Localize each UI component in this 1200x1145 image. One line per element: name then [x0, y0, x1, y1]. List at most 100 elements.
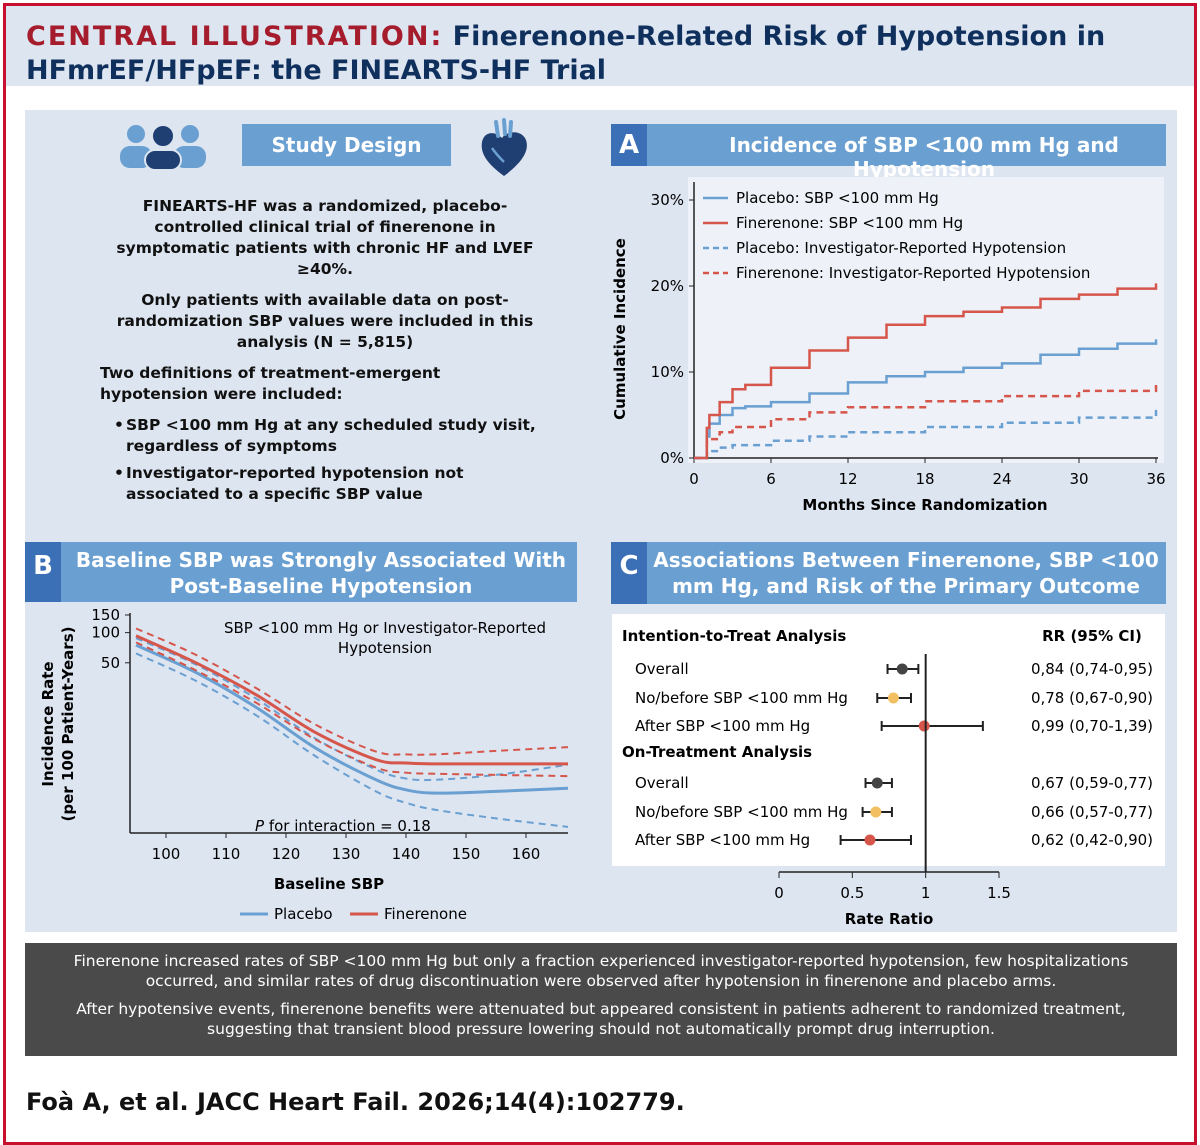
panel-b-x-tick-label: 150: [452, 845, 481, 863]
panel-a-x-tick-label: 24: [992, 470, 1011, 488]
panel-a-x-tick-label: 36: [1146, 470, 1165, 488]
page-title: CENTRAL ILLUSTRATION: Finerenone-Related…: [26, 20, 1176, 88]
panel-c-chart: RR (95% CI) Intention-to-Treat Analysis Ov…: [622, 627, 1153, 928]
panel-b-x-tick-label: 130: [332, 845, 361, 863]
panel-a-legend-label-1: Placebo: SBP <100 mm Hg: [736, 189, 939, 207]
panel-c-rr-value: 0,99 (0,70-1,39): [1031, 717, 1153, 735]
panel-c-rr-value: 0,62 (0,42-0,90): [1031, 831, 1153, 849]
panel-a-series-line-1: [694, 339, 1158, 460]
panel-b-title-line-1: Baseline SBP was Strongly Associated Wit…: [75, 548, 567, 572]
panel-a-y-tick-label: 20%: [651, 277, 684, 295]
panel-b-x-tick-label: 110: [212, 845, 241, 863]
panel-b-letter: B: [25, 542, 61, 602]
panel-a-x-axis-label: Months Since Randomization: [802, 496, 1047, 514]
panel-a-chart: 0% 10% 20% 30% 0 6 12 18 24 30 36 Months Since Rand…: [611, 182, 1166, 514]
panel-c-row-label: No/before SBP <100 mm Hg: [635, 803, 848, 821]
study-design-banner: Study Design: [242, 124, 451, 166]
panel-b-title-line-2: Post-Baseline Hypotension: [169, 574, 473, 598]
panel-c-header: C Associations Between Finerenone, SBP <…: [611, 542, 1166, 604]
panel-c-row-label: No/before SBP <100 mm Hg: [635, 689, 848, 707]
panel-b-header: B Baseline SBP was Strongly Associated W…: [25, 542, 577, 602]
panel-c-table-background: [612, 614, 1165, 866]
panel-b-x-tick-label: 100: [152, 845, 181, 863]
panel-b-p-interaction-label: P for interaction = 0.18: [255, 817, 431, 835]
panel-c-point-estimate: [870, 806, 882, 818]
study-design-title: Study Design: [271, 133, 422, 157]
panel-c-rr-value: 0,66 (0,57-0,77): [1031, 803, 1153, 821]
panel-c-x-tick-label: 1.5: [987, 884, 1011, 902]
panel-c-point-estimate: [896, 663, 908, 675]
panel-c-point-estimate: [918, 720, 930, 732]
panel-c-point-estimate: [864, 834, 876, 846]
panel-b-placebo-upper-ci: [135, 637, 569, 782]
panel-a-x-tick-label: 30: [1069, 470, 1088, 488]
panel-c-group-label-2: On-Treatment Analysis: [622, 743, 812, 761]
panel-b-y-tick-label: 150: [91, 606, 120, 624]
panel-c-rr-value: 0,67 (0,59-0,77): [1031, 774, 1153, 792]
title-rest: Finerenone-Related Risk of Hypotension i…: [26, 21, 1106, 86]
panel-c-letter: C: [611, 542, 647, 604]
study-design-paragraph-2: Only patients with available data on pos…: [116, 291, 534, 351]
panel-b-x-tick-label: 160: [512, 845, 541, 863]
heart-icon: [481, 118, 527, 176]
panel-a-y-tick-label: 30%: [651, 191, 684, 209]
panel-b-placebo-line: [135, 643, 569, 795]
panel-b-y-tick-label: 100: [91, 624, 120, 642]
panel-c-group-label-1: Intention-to-Treat Analysis: [622, 627, 846, 645]
panel-a-legend-label-4: Finerenone: Investigator-Reported Hypote…: [736, 264, 1090, 282]
summary-paragraph-1: Finerenone increased rates of SBP <100 m…: [73, 952, 1129, 990]
panel-a-series-line-3: [694, 409, 1158, 460]
panel-b-annotation-line-2: Hypotension: [338, 639, 432, 657]
summary-box: Finerenone increased rates of SBP <100 m…: [25, 943, 1177, 1056]
panel-a-x-tick-label: 18: [915, 470, 934, 488]
panel-c-x-axis-label: Rate Ratio: [845, 910, 934, 928]
panel-a-x-tick-label: 12: [838, 470, 857, 488]
panel-b-y-tick-label: 50: [101, 654, 120, 672]
panel-a-x-tick-label: 0: [689, 470, 699, 488]
citation: Foà A, et al. JACC Heart Fail. 2026;14(4…: [26, 1088, 685, 1116]
panel-a-legend-label-3: Placebo: Investigator-Reported Hypotensi…: [736, 239, 1066, 257]
panel-c-row-label: Overall: [635, 660, 689, 678]
panel-b-finerenone-lower-ci: [135, 641, 569, 778]
panel-c-row-label: After SBP <100 mm Hg: [635, 717, 810, 735]
study-design-paragraph-1: FINEARTS-HF was a randomized, placebo-co…: [116, 197, 534, 278]
panel-b-x-axis-label: Baseline SBP: [274, 875, 384, 893]
panel-c-row-label: After SBP <100 mm Hg: [635, 831, 810, 849]
panel-c-x-tick-label: 0: [774, 884, 784, 902]
panel-b-x-tick-label: 120: [272, 845, 301, 863]
title-lead: CENTRAL ILLUSTRATION:: [26, 21, 444, 52]
panel-b-placebo-lower-ci: [135, 652, 569, 828]
panel-c-point-estimate: [887, 692, 899, 704]
panel-a-series-line-4: [694, 384, 1158, 460]
panel-a-y-axis-label: Cumulative Incidence: [611, 238, 629, 420]
study-design-paragraph-3: Two definitions of treatment-emergent hy…: [100, 364, 441, 403]
panel-a-y-tick-label: 10%: [651, 363, 684, 381]
panel-c-title-line-1: Associations Between Finerenone, SBP <10…: [653, 548, 1159, 572]
panel-b-x-tick-label: 140: [392, 845, 421, 863]
definition-bullet-1: SBP <100 mm Hg at any scheduled study vi…: [100, 415, 550, 457]
definition-bullet-2: Investigator-reported hypotension not as…: [100, 463, 550, 505]
panel-a-x-tick-label: 6: [766, 470, 776, 488]
panel-c-row-label: Overall: [635, 774, 689, 792]
panel-c-x-tick-label: 0.5: [840, 884, 864, 902]
panel-c-rr-header: RR (95% CI): [1042, 627, 1142, 645]
panel-a-y-tick-label: 0%: [660, 449, 684, 467]
panel-c-rr-value: 0,84 (0,74-0,95): [1031, 660, 1153, 678]
panel-b-annotation-line-1: SBP <100 mm Hg or Investigator-Reported: [224, 619, 546, 637]
panel-c-rr-value: 0,78 (0,67-0,90): [1031, 689, 1153, 707]
panel-a-letter: A: [611, 124, 647, 166]
panel-b-legend-label-2: Finerenone: [384, 905, 467, 923]
panel-a-series-line-2: [694, 283, 1158, 460]
study-design-text: FINEARTS-HF was a randomized, placebo-co…: [100, 196, 550, 511]
people-group-icon: [120, 124, 206, 170]
summary-paragraph-2: After hypotensive events, finerenone ben…: [76, 1000, 1126, 1038]
panel-c-title-line-2: mm Hg, and Risk of the Primary Outcome: [672, 574, 1140, 598]
panel-c-x-tick-label: 1: [921, 884, 931, 902]
panel-b-y-axis-label-line-1: Incidence Rate: [39, 661, 57, 786]
panel-b-finerenone-line: [135, 634, 568, 766]
panel-b-y-axis-label-line-2: (per 100 Patient-Years): [59, 627, 77, 822]
hypotension-definitions-list: SBP <100 mm Hg at any scheduled study vi…: [100, 415, 550, 505]
panel-a-legend-label-2: Finerenone: SBP <100 mm Hg: [736, 214, 963, 232]
panel-b-finerenone-upper-ci: [135, 627, 569, 756]
